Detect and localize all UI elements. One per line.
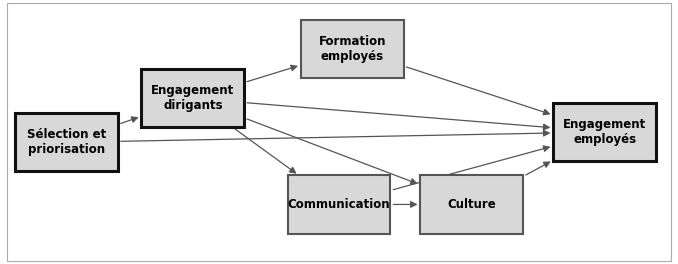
FancyBboxPatch shape (420, 175, 523, 234)
Text: Communication: Communication (287, 198, 391, 211)
Text: Engagement
dirigants: Engagement dirigants (151, 84, 235, 112)
Text: Engagement
employés: Engagement employés (563, 118, 646, 146)
FancyBboxPatch shape (287, 175, 391, 234)
FancyBboxPatch shape (553, 103, 656, 161)
FancyBboxPatch shape (15, 113, 118, 171)
Text: Formation
employés: Formation employés (319, 35, 386, 63)
Text: Culture: Culture (447, 198, 496, 211)
FancyBboxPatch shape (301, 20, 404, 78)
Text: Sélection et
priorisation: Sélection et priorisation (27, 128, 106, 156)
FancyBboxPatch shape (141, 69, 244, 128)
